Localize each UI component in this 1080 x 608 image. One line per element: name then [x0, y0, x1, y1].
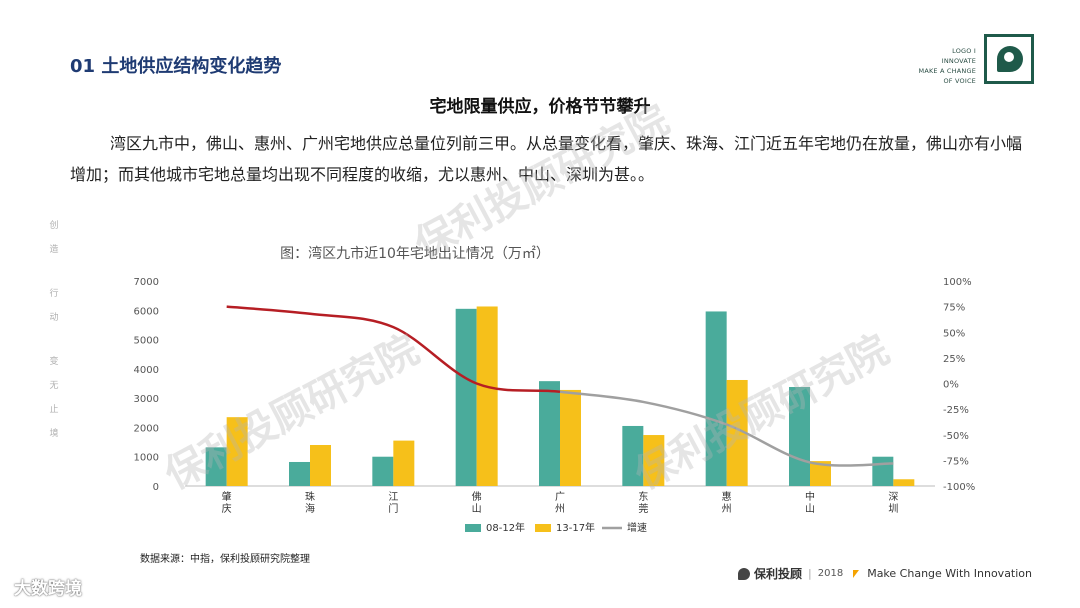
- footer-brand: 保利投顾 | 2018 Make Change With Innovation: [738, 565, 1032, 582]
- chart-title: 图：湾区九市近10年宅地出让情况（万㎡）: [280, 245, 550, 262]
- y-right-tick-label: -50%: [943, 431, 969, 442]
- growth-line-gray: [559, 390, 894, 467]
- y-right-tick-label: -100%: [943, 482, 975, 493]
- bar-08-12-6: [705, 311, 727, 486]
- growth-line-red: [226, 305, 561, 393]
- y-left-tick-label: 5000: [134, 336, 159, 347]
- y-right-tick-label: -75%: [943, 456, 969, 467]
- y-right-tick-label: 100%: [943, 277, 972, 288]
- bar-08-12-1: [289, 461, 310, 486]
- category-label-7-0: 中: [805, 490, 815, 503]
- bar-13-17-7: [810, 461, 831, 486]
- bar-08-12-7: [789, 387, 810, 486]
- bar-13-17-2: [393, 440, 415, 486]
- y-left-tick-label: 2000: [134, 423, 159, 434]
- bar-13-17-3: [476, 306, 498, 486]
- category-label-6-1: 州: [722, 503, 732, 515]
- category-label-2-1: 门: [388, 502, 398, 515]
- category-label-7-1: 山: [805, 503, 815, 515]
- bar-13-17-4: [560, 389, 581, 486]
- category-label-4-1: 州: [555, 503, 565, 515]
- category-label-8-1: 圳: [888, 503, 898, 515]
- legend-swatch-08-12: [465, 524, 481, 532]
- bar-08-12-8: [872, 456, 894, 486]
- bar-13-17-0: [226, 417, 248, 486]
- y-left-tick-label: 7000: [134, 277, 159, 288]
- y-right-tick-label: 0%: [943, 380, 959, 391]
- corner-logo-text: 大数跨境: [14, 579, 82, 599]
- category-label-5-0: 东: [638, 490, 648, 503]
- footer-brand-name: 保利投顾: [754, 567, 803, 581]
- bar-13-17-5: [643, 435, 665, 486]
- y-left-tick-label: 4000: [134, 365, 159, 376]
- category-label-5-1: 莞: [638, 503, 648, 515]
- bar-08-12-2: [372, 456, 394, 486]
- section-title: 01 土地供应结构变化趋势: [70, 56, 282, 77]
- category-label-2-0: 江: [388, 491, 398, 503]
- y-right-tick-label: 50%: [943, 328, 965, 339]
- data-source: 数据来源：中指，保利投顾研究院整理: [140, 554, 310, 565]
- y-left-tick-label: 0: [153, 482, 159, 493]
- triangle-icon: [853, 569, 860, 578]
- y-left-tick-label: 6000: [134, 306, 159, 317]
- y-left-tick-label: 3000: [134, 394, 159, 405]
- land-supply-chart: 图：湾区九市近10年宅地出让情况（万㎡） 0 1000 2000 3000 4000 500…: [134, 245, 976, 534]
- bar-13-17-6: [726, 379, 748, 486]
- category-label-8-0: 深: [888, 491, 898, 503]
- brand-logo: [984, 34, 1034, 84]
- y-right-tick-label: 25%: [943, 354, 965, 365]
- category-label-0-1: 庆: [222, 502, 232, 515]
- footer-year: 2018: [817, 568, 844, 579]
- legend-label-growth: 增速: [627, 521, 647, 534]
- side-slogan: 创 造 行 动 变 无 止 境: [49, 221, 59, 439]
- legend-swatch-13-17: [535, 524, 551, 532]
- category-label-1-1: 海: [305, 502, 315, 515]
- bar-13-17-8: [893, 479, 915, 486]
- bar-08-12-3: [455, 308, 477, 486]
- category-label-3-1: 山: [472, 503, 482, 515]
- bar-08-12-5: [622, 425, 644, 486]
- category-label-1-0: 珠: [305, 490, 315, 503]
- legend-label-08-12: 08-12年: [486, 521, 525, 534]
- summary-paragraph: 湾区九市中，佛山、惠州、广州宅地供应总量位列前三甲。从总量变化看，肇庆、珠海、江…: [70, 134, 1023, 184]
- y-right-tick-label: -25%: [943, 405, 969, 416]
- slide-subtitle: 宅地限量供应，价格节节攀升: [429, 97, 651, 117]
- y-left-tick-label: 1000: [134, 453, 159, 464]
- footer-slogan: Make Change With Innovation: [867, 567, 1032, 580]
- brand-mark-icon: [738, 567, 751, 580]
- y-right-tick-label: 75%: [943, 303, 965, 314]
- category-label-6-0: 惠: [722, 490, 732, 503]
- category-label-4-0: 广: [555, 491, 565, 503]
- bar-08-12-0: [205, 447, 227, 486]
- category-label-0-0: 肇: [222, 490, 232, 503]
- bar-13-17-1: [310, 445, 331, 486]
- category-label-3-0: 佛: [472, 490, 482, 503]
- bar-08-12-4: [539, 381, 560, 486]
- legend-label-13-17: 13-17年: [556, 521, 595, 534]
- logo-tagline: LOGO I INNOVATE MAKE A CHANGE OF VOICE: [918, 47, 976, 85]
